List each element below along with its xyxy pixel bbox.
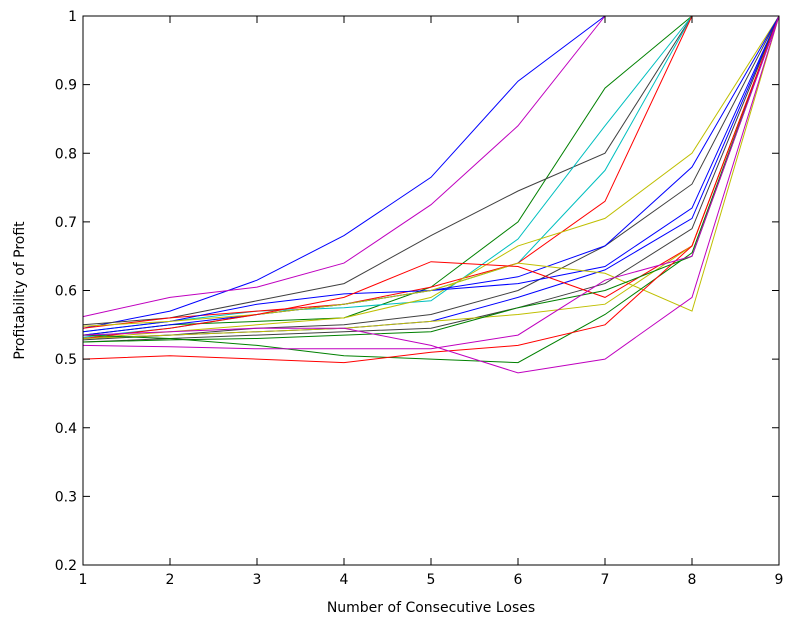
- x-axis-label: Number of Consecutive Loses: [327, 600, 535, 616]
- tick-layer: 1 2 3 4 5 6 7 8 9 0.2 0.3 0.4 0.5 0.6 0.7 0.8 0.9 1: [55, 9, 784, 588]
- series-line-20: [82, 15, 780, 350]
- series-layer: [82, 15, 780, 374]
- series-line-18: [82, 15, 780, 364]
- y-tick-label: 0.6: [55, 284, 77, 300]
- series-line-14: [82, 15, 780, 343]
- series-line-1: [82, 15, 606, 329]
- y-tick-label: 0.7: [55, 215, 77, 231]
- series-line-5: [82, 15, 693, 333]
- y-tick-label: 0.3: [55, 489, 77, 505]
- x-tick-label: 4: [340, 572, 349, 588]
- series-line-21: [82, 15, 780, 374]
- series-line-13: [82, 15, 780, 327]
- series-line-15: [82, 15, 780, 339]
- series-line-17: [82, 15, 780, 343]
- series-line-8: [82, 15, 780, 339]
- x-tick-label: 1: [79, 572, 88, 588]
- y-tick-label: 1: [68, 9, 77, 25]
- series-line-2: [82, 15, 606, 318]
- y-tick-label: 0.4: [55, 421, 77, 437]
- x-tick-label: 3: [253, 572, 262, 588]
- series-line-7: [82, 15, 693, 329]
- y-tick-label: 0.9: [55, 78, 77, 94]
- x-tick-label: 9: [775, 572, 784, 588]
- series-line-4: [82, 15, 693, 326]
- x-tick-label: 7: [601, 572, 610, 588]
- x-tick-label: 5: [427, 572, 436, 588]
- x-tick-label: 6: [514, 572, 523, 588]
- series-line-19: [82, 15, 780, 364]
- series-line-10: [82, 15, 780, 333]
- y-axis-label: Profitability of Profit: [12, 221, 28, 360]
- y-tick-label: 0.8: [55, 146, 77, 162]
- series-line-6: [82, 15, 693, 338]
- y-tick-label: 0.5: [55, 352, 77, 368]
- series-line-3: [82, 15, 693, 336]
- x-tick-label: 8: [688, 572, 697, 588]
- x-tick-label: 2: [166, 572, 175, 588]
- series-line-16: [82, 15, 780, 339]
- y-tick-label: 0.2: [55, 558, 77, 574]
- series-line-9: [82, 15, 780, 341]
